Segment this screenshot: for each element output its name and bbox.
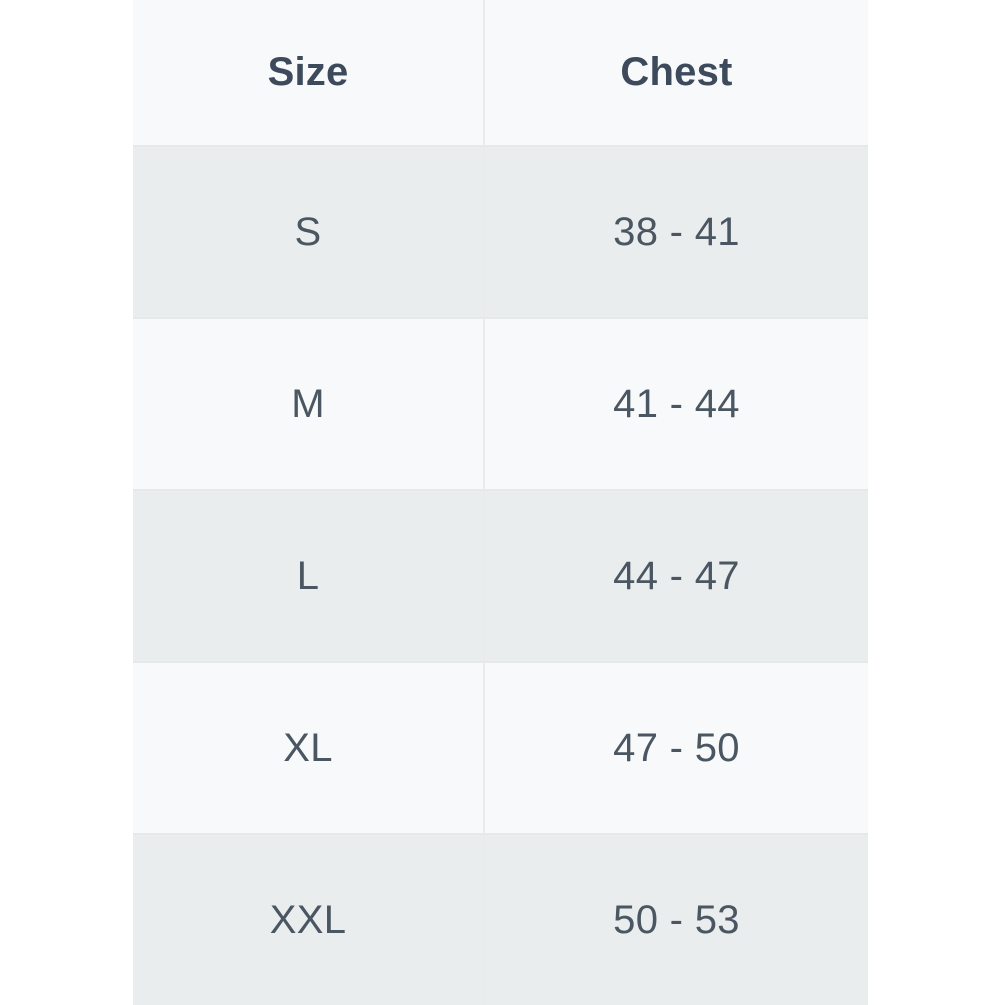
- cell-size: M: [133, 318, 485, 491]
- cell-chest: 47 - 50: [484, 662, 868, 835]
- table-row: L 44 - 47: [133, 490, 868, 663]
- cell-size: L: [133, 490, 485, 663]
- column-header-size: Size: [133, 0, 485, 147]
- table-row: XL 47 - 50: [133, 662, 868, 835]
- cell-chest: 44 - 47: [484, 490, 868, 663]
- table-header: Size Chest: [133, 0, 868, 147]
- column-header-chest: Chest: [484, 0, 868, 147]
- cell-chest: 41 - 44: [484, 318, 868, 491]
- cell-chest: 38 - 41: [484, 146, 868, 319]
- table-row: XXL 50 - 53: [133, 834, 868, 1005]
- table-body: S 38 - 41 M 41 - 44 L 44 - 47 XL 47 - 50…: [133, 146, 868, 1005]
- table-header-row: Size Chest: [133, 0, 868, 147]
- table-row: S 38 - 41: [133, 146, 868, 319]
- table-row: M 41 - 44: [133, 318, 868, 491]
- size-chart-table: Size Chest S 38 - 41 M 41 - 44 L 44 - 47…: [133, 0, 868, 1005]
- cell-size: XL: [133, 662, 485, 835]
- cell-chest: 50 - 53: [484, 834, 868, 1005]
- cell-size: XXL: [133, 834, 485, 1005]
- cell-size: S: [133, 146, 485, 319]
